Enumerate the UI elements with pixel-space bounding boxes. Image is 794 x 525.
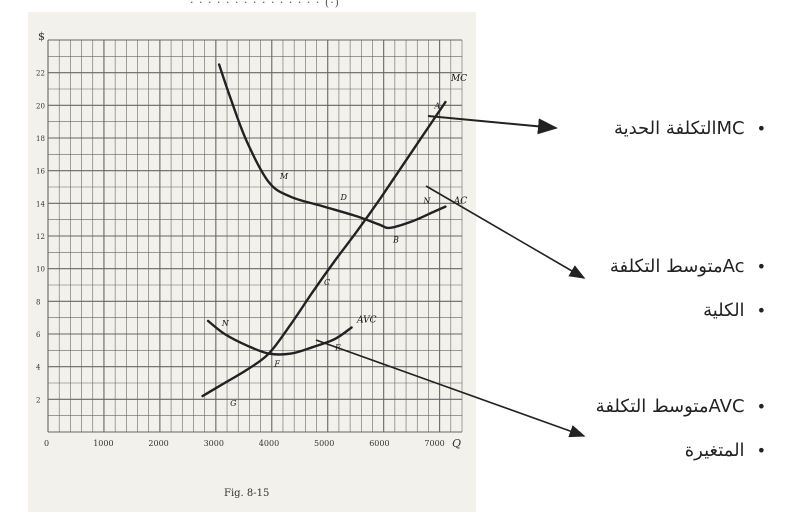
legend-item-mc: •MCالتكلفة الحدية bbox=[613, 118, 766, 139]
figure-label: Fig. 8-15 bbox=[224, 488, 269, 499]
x-tick-label: 7000 bbox=[424, 439, 444, 448]
avc-legend-arrow bbox=[315, 339, 586, 438]
y-tick-label: 20 bbox=[36, 102, 45, 110]
curves bbox=[201, 63, 447, 398]
point-label: MC bbox=[450, 74, 467, 84]
axis-ticks: 0 1000 2000 3000 4000 5000 6000 7000 2 4 6 8 10 12 14 1… bbox=[36, 70, 445, 448]
x-axis-label: Q bbox=[452, 437, 461, 450]
x-tick-label: 1000 bbox=[93, 439, 113, 448]
bullet-icon: • bbox=[756, 397, 766, 416]
legend-item-ac: •Acمتوسط التكلفة bbox=[609, 256, 766, 277]
y-tick-label: 4 bbox=[36, 364, 41, 372]
bullet-icon: • bbox=[756, 119, 766, 138]
x-tick-label: 4000 bbox=[259, 439, 279, 448]
series-line-avc bbox=[206, 319, 353, 356]
y-tick-label: 10 bbox=[36, 266, 45, 274]
ac-legend-arrow bbox=[425, 185, 586, 279]
series-line-ac bbox=[217, 63, 447, 230]
mc-legend-arrow bbox=[427, 115, 558, 135]
point-label: M bbox=[279, 172, 289, 181]
point-label: D bbox=[340, 193, 348, 202]
x-tick-label: 2000 bbox=[148, 439, 168, 448]
legend-item-avc-cont: •المتغيرة bbox=[684, 440, 766, 461]
top-caption: · · · · · · · · · · · · · · · (·) bbox=[190, 0, 340, 9]
x-tick-label: 0 bbox=[44, 439, 49, 448]
y-tick-label: 14 bbox=[36, 200, 45, 208]
bullet-icon: • bbox=[756, 257, 766, 276]
bullet-icon: • bbox=[756, 441, 766, 460]
y-tick-label: 16 bbox=[36, 168, 45, 176]
point-label: N bbox=[221, 319, 230, 328]
y-tick-label: 12 bbox=[36, 233, 45, 241]
point-label: B bbox=[392, 236, 399, 245]
y-tick-label: 8 bbox=[36, 298, 40, 306]
y-tick-label: 6 bbox=[36, 331, 41, 339]
bullet-icon: • bbox=[756, 301, 766, 320]
scanned-figure bbox=[28, 12, 476, 512]
point-label: F bbox=[273, 360, 280, 369]
point-label: AC bbox=[453, 196, 467, 206]
series-line-mc bbox=[201, 100, 447, 398]
point-label: AVC bbox=[356, 316, 377, 326]
y-tick-label: 22 bbox=[36, 70, 45, 78]
x-tick-label: 5000 bbox=[314, 439, 334, 448]
x-tick-label: 6000 bbox=[369, 439, 389, 448]
point-label: G bbox=[230, 399, 237, 408]
point-label: C bbox=[324, 278, 330, 287]
y-tick-label: 18 bbox=[36, 135, 45, 143]
legend-item-ac-cont: •الكلية bbox=[703, 300, 766, 321]
x-tick-label: 3000 bbox=[204, 439, 224, 448]
point-label: N bbox=[422, 196, 431, 205]
point-label: A bbox=[433, 102, 440, 111]
grid bbox=[47, 39, 463, 433]
y-tick-label: 2 bbox=[36, 396, 40, 404]
legend-item-avc: •AVCمتوسط التكلفة bbox=[595, 396, 766, 417]
y-axis-label: $ bbox=[38, 30, 45, 43]
